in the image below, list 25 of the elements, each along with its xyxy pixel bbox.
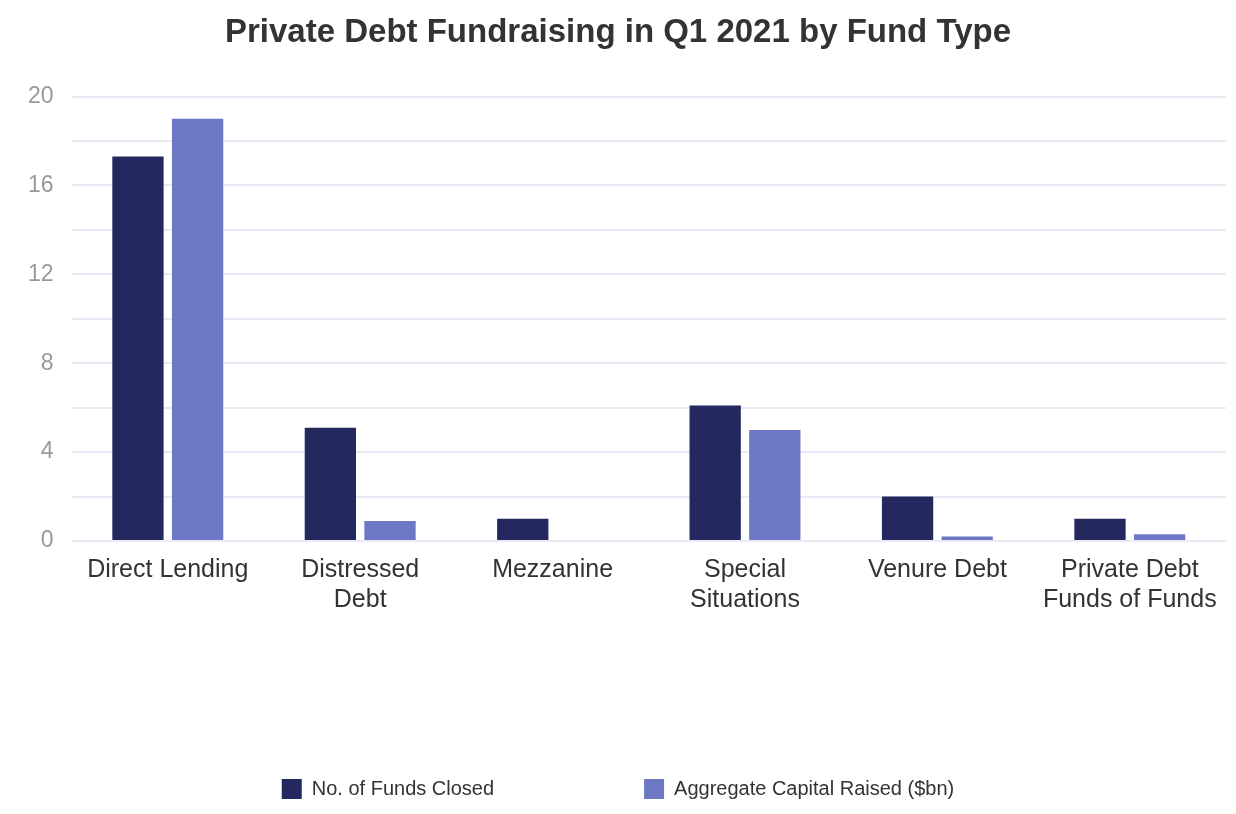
legend-label: No. of Funds Closed	[311, 776, 495, 799]
legend-label: Aggregate Capital Raised ($bn)	[674, 776, 955, 799]
bar	[1074, 518, 1126, 540]
bar	[881, 496, 934, 540]
x-tick-label: Direct Lending	[87, 553, 249, 582]
bar	[689, 405, 741, 540]
y-tick-label: 8	[40, 348, 54, 375]
chart-title: Private Debt Fundraising in Q1 2021 by Fund Type	[224, 11, 1012, 49]
y-tick-label: 12	[27, 259, 54, 286]
bar	[1133, 534, 1186, 540]
x-tick-label: Private Debt Funds of Funds	[1042, 553, 1217, 612]
bar	[749, 429, 801, 540]
y-tick-label: 16	[27, 170, 54, 197]
bar	[171, 118, 224, 540]
x-tick-label: Mezzanine	[492, 553, 614, 582]
y-tick-label: 4	[40, 437, 54, 464]
bar	[364, 521, 416, 540]
y-tick-label: 20	[27, 81, 54, 108]
y-tick-label: 0	[40, 526, 54, 553]
x-tick-label: Distressed Debt	[301, 553, 420, 612]
x-tick-label: Venure Debt	[867, 553, 1007, 582]
bar	[497, 518, 549, 540]
bar	[112, 156, 164, 540]
bar	[304, 427, 357, 540]
x-tick-label: Special Situations	[690, 553, 800, 612]
